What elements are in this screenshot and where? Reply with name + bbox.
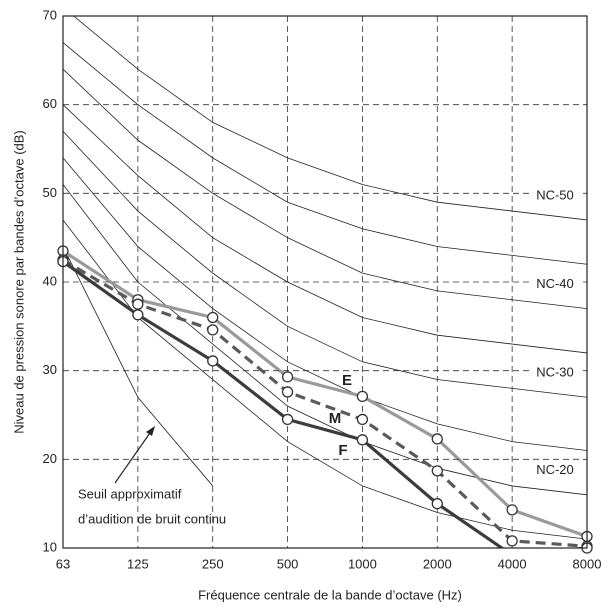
nc-label: NC-30 — [536, 365, 574, 380]
plot-frame — [62, 15, 588, 549]
nc-curve — [63, 42, 587, 265]
x-tick-label: 4000 — [498, 556, 527, 571]
nc-curve — [63, 104, 587, 354]
nc-curve — [63, 157, 587, 451]
series-line — [63, 258, 587, 548]
nc-curve — [63, 184, 587, 496]
nc-label-bg — [530, 364, 580, 383]
marker — [356, 434, 369, 446]
series-label: M — [329, 410, 342, 427]
nc-curve — [63, 130, 587, 398]
threshold-label: d’audition de bruit continu — [78, 511, 226, 526]
x-tick-label: 250 — [202, 556, 224, 571]
nc-label-bg — [530, 461, 580, 480]
marker — [207, 311, 219, 324]
series-line — [63, 260, 587, 548]
arrow — [114, 429, 153, 484]
series-line — [63, 249, 587, 538]
x-axis-label: Fréquence centrale de la bande d’octave … — [198, 587, 462, 602]
marker — [132, 309, 144, 321]
y-tick-label: 50 — [43, 185, 57, 200]
marker — [132, 298, 144, 310]
y-tick-label: 10 — [43, 539, 57, 554]
y-tick-label: 20 — [43, 451, 57, 466]
nc-curve — [63, 68, 587, 309]
marker — [506, 504, 518, 516]
y-tick-label: 30 — [43, 362, 57, 377]
series-label: F — [338, 442, 347, 459]
y-tick-label: 40 — [43, 273, 57, 288]
marker — [431, 465, 443, 477]
threshold-label: Seuil approximatif — [78, 486, 182, 501]
plot-area — [63, 16, 587, 548]
marker — [281, 386, 294, 398]
marker — [431, 498, 443, 510]
marker — [356, 413, 369, 426]
nc-curve — [73, 16, 587, 221]
marker — [207, 355, 219, 367]
y-axis-label: Niveau de pression sonore par bandes d’o… — [11, 130, 26, 434]
x-tick-label: 8000 — [573, 556, 602, 571]
marker — [207, 324, 219, 336]
x-tick-label: 1000 — [348, 556, 377, 571]
series-label: E — [342, 372, 352, 389]
x-tick-label: 63 — [56, 556, 70, 571]
nc-label: NC-40 — [536, 276, 574, 291]
y-tick-label: 60 — [43, 96, 57, 111]
marker — [506, 535, 518, 547]
x-tick-label: 500 — [277, 556, 299, 571]
nc-label-bg — [530, 275, 580, 294]
arrow-head — [146, 426, 155, 436]
marker — [281, 371, 294, 383]
marker — [356, 390, 369, 403]
marker — [431, 433, 443, 445]
y-tick-label: 70 — [43, 7, 57, 22]
marker — [281, 413, 294, 426]
nc-label-bg — [530, 186, 580, 205]
nc-label: NC-20 — [536, 462, 574, 477]
nc-label: NC-50 — [536, 187, 574, 202]
x-tick-label: 2000 — [423, 556, 452, 571]
x-tick-label: 125 — [127, 556, 149, 571]
